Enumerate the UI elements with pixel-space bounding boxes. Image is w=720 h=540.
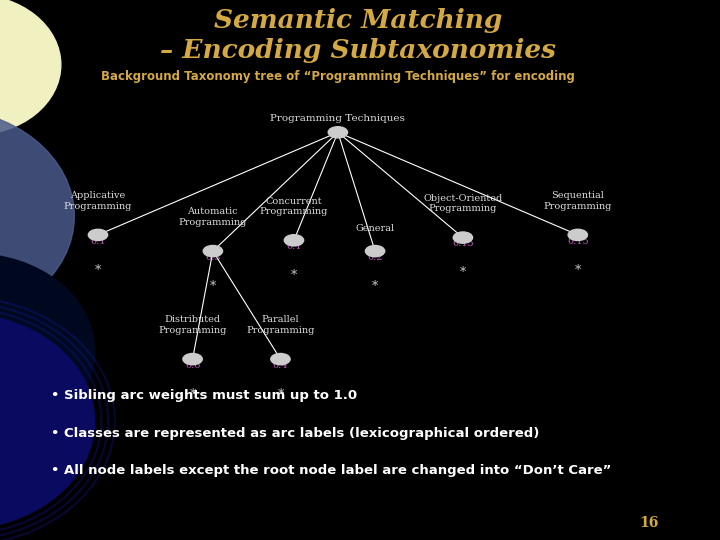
Ellipse shape [271, 354, 290, 364]
Ellipse shape [89, 230, 108, 240]
Circle shape [0, 313, 94, 529]
Circle shape [0, 108, 74, 324]
Ellipse shape [203, 246, 222, 256]
Text: 16: 16 [639, 516, 659, 530]
Text: • All node labels except the root node label are changed into “Don’t Care”: • All node labels except the root node l… [50, 464, 611, 477]
Text: Distributed
Programming: Distributed Programming [158, 315, 227, 335]
Text: Programming Techniques: Programming Techniques [271, 113, 405, 123]
Text: Object-Oriented
Programming: Object-Oriented Programming [423, 194, 503, 213]
Text: *: * [189, 388, 196, 401]
Text: Background Taxonomy tree of “Programming Techniques” for encoding: Background Taxonomy tree of “Programming… [101, 70, 575, 83]
Text: *: * [291, 269, 297, 282]
Text: 0.1: 0.1 [90, 237, 106, 246]
Ellipse shape [365, 246, 384, 256]
Text: 0.15: 0.15 [567, 237, 589, 246]
Text: 0.2: 0.2 [367, 253, 383, 262]
Text: Parallel
Programming: Parallel Programming [246, 315, 315, 335]
Text: *: * [460, 266, 466, 279]
Text: Concurrent
Programming: Concurrent Programming [260, 197, 328, 216]
Ellipse shape [454, 232, 472, 243]
Text: *: * [575, 264, 581, 276]
Text: Applicative
Programming: Applicative Programming [64, 191, 132, 211]
Text: • Sibling arc weights must sum up to 1.0: • Sibling arc weights must sum up to 1.0 [50, 389, 357, 402]
Circle shape [0, 0, 60, 135]
Text: *: * [95, 264, 101, 276]
Ellipse shape [183, 354, 202, 364]
Text: *: * [210, 280, 216, 293]
Text: Semantic Matching: Semantic Matching [214, 8, 503, 33]
Text: *: * [277, 388, 284, 401]
Text: 0.1: 0.1 [287, 242, 302, 251]
Text: 0.4: 0.4 [273, 361, 288, 370]
Text: • Classes are represented as arc labels (lexicographical ordered): • Classes are represented as arc labels … [50, 427, 539, 440]
Ellipse shape [568, 230, 588, 240]
Text: – Encoding Subtaxonomies: – Encoding Subtaxonomies [160, 38, 556, 63]
Text: General: General [356, 224, 395, 233]
Text: *: * [372, 280, 378, 293]
Text: 0.3: 0.3 [205, 253, 220, 262]
Ellipse shape [284, 235, 304, 246]
Text: 0.6: 0.6 [185, 361, 200, 370]
Text: Sequential
Programming: Sequential Programming [544, 191, 612, 211]
Text: Automatic
Programming: Automatic Programming [179, 207, 247, 227]
Text: 0.15: 0.15 [452, 239, 474, 248]
Ellipse shape [328, 127, 348, 138]
Circle shape [0, 254, 94, 448]
